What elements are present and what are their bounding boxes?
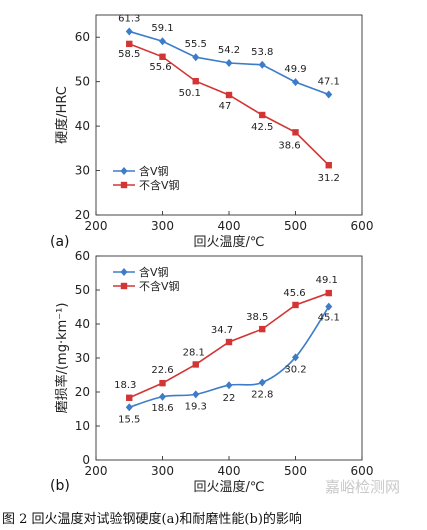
legend-label: 含V钢 (139, 265, 169, 279)
data-label: 53.8 (251, 47, 273, 58)
data-point (258, 60, 266, 69)
y-tick-label: 20 (75, 208, 90, 222)
y-axis-label: 磨损率/(mg·km⁻¹) (54, 303, 70, 414)
y-tick-label: 60 (75, 249, 90, 263)
x-tick-label: 300 (151, 464, 174, 478)
legend-label: 不含V钢 (139, 279, 180, 293)
data-label: 45.1 (318, 313, 340, 324)
panel-label: (a) (50, 234, 70, 250)
x-axis-label: 回火温度/℃ (194, 234, 265, 250)
x-tick-label: 300 (151, 219, 174, 233)
x-tick-label: 400 (218, 219, 241, 233)
data-point (225, 338, 233, 346)
y-tick-label: 60 (75, 30, 90, 44)
data-point (159, 53, 166, 60)
x-tick-label: 500 (284, 219, 307, 233)
legend-marker (120, 282, 128, 290)
data-point (292, 78, 299, 87)
x-tick-label: 200 (85, 219, 108, 233)
data-label: 18.6 (151, 403, 173, 414)
data-point (225, 91, 233, 99)
watermark-text: 嘉峪检测网 (325, 478, 400, 496)
panel-label: (b) (50, 478, 70, 494)
data-point (192, 78, 199, 85)
data-point (159, 379, 166, 387)
data-label: 47 (219, 101, 232, 112)
data-point (259, 325, 266, 333)
data-point (259, 111, 266, 119)
data-point (192, 390, 200, 399)
data-label: 18.3 (114, 380, 136, 391)
data-point (126, 40, 133, 48)
data-label: 38.5 (246, 312, 268, 323)
data-point (159, 392, 166, 401)
y-tick-label: 20 (75, 385, 90, 399)
data-point (325, 302, 333, 311)
data-point (192, 53, 200, 62)
x-tick-label: 200 (85, 464, 108, 478)
legend-marker (120, 181, 128, 189)
data-label: 22 (223, 393, 236, 404)
data-label: 55.5 (185, 39, 207, 50)
x-tick-label: 600 (351, 219, 374, 233)
data-label: 49.1 (316, 275, 338, 286)
data-point (292, 129, 299, 136)
y-tick-label: 0 (82, 453, 90, 467)
y-tick-label: 10 (75, 419, 90, 433)
data-point (292, 353, 299, 362)
y-tick-label: 50 (75, 283, 90, 297)
legend-marker (120, 268, 128, 276)
data-point (325, 162, 332, 169)
x-tick-label: 400 (218, 464, 241, 478)
data-point (125, 403, 133, 412)
data-label: 30.2 (284, 364, 306, 375)
y-axis-label: 硬度/HRC (54, 86, 70, 144)
data-label: 34.7 (211, 325, 233, 336)
data-point (159, 37, 166, 46)
legend-label: 含V钢 (139, 164, 169, 178)
x-tick-label: 600 (351, 464, 374, 478)
data-point (125, 27, 133, 36)
y-tick-label: 30 (75, 351, 90, 365)
data-label: 45.6 (283, 288, 305, 299)
y-tick-label: 50 (75, 75, 90, 89)
data-point (325, 289, 332, 297)
figure-caption: 图 2 回火温度对试验钢硬度(a)和耐磨性能(b)的影响 (2, 511, 302, 527)
data-label: 55.6 (149, 62, 171, 73)
data-point (325, 90, 333, 99)
data-label: 47.1 (318, 77, 340, 88)
data-label: 15.5 (118, 414, 140, 425)
data-point (192, 361, 199, 368)
data-label: 19.3 (185, 401, 207, 412)
data-label: 38.6 (278, 140, 300, 151)
data-label: 42.5 (251, 122, 273, 133)
x-tick-label: 500 (284, 464, 307, 478)
x-axis-label: 回火温度/℃ (194, 479, 265, 495)
data-point (225, 381, 233, 390)
data-point (292, 301, 299, 309)
data-label: 22.8 (251, 389, 273, 400)
data-point (258, 378, 266, 387)
data-label: 31.2 (318, 173, 340, 184)
data-label: 61.3 (118, 13, 140, 24)
data-point (225, 59, 233, 67)
data-point (126, 394, 133, 401)
data-label: 59.1 (151, 23, 173, 34)
data-label: 22.6 (151, 365, 173, 376)
data-label: 50.1 (179, 88, 201, 99)
data-label: 58.5 (118, 49, 140, 60)
legend-marker (120, 167, 128, 175)
wear-rate-chart: 200 300 400 500 600 0 10 20 30 40 50 60 回火温度/℃ 磨损率/(m… (50, 249, 373, 495)
legend-label: 不含V钢 (139, 178, 180, 192)
data-label: 28.1 (183, 347, 205, 358)
y-tick-label: 40 (75, 119, 90, 133)
data-label: 49.9 (284, 64, 306, 75)
y-tick-label: 40 (75, 317, 90, 331)
data-label: 54.2 (218, 45, 240, 56)
hardness-chart: 200 300 400 500 600 20 30 40 50 60 回火温度/℃ 硬度/HRC (a)… (50, 13, 373, 250)
plot-frame (95, 255, 363, 461)
y-tick-label: 30 (75, 164, 90, 178)
